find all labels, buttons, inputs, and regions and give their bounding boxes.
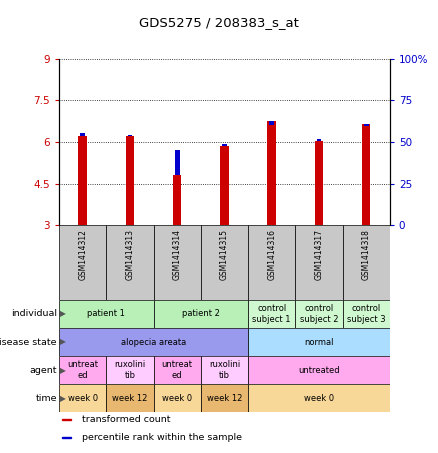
Text: ▶: ▶ [60,309,66,318]
Bar [106,384,154,412]
Bar [295,225,343,300]
Bar [154,356,201,384]
Text: ruxolini
tib: ruxolini tib [209,361,240,380]
Text: control
subject 3: control subject 3 [347,304,385,323]
Text: GSM1414315: GSM1414315 [220,229,229,280]
Text: GSM1414312: GSM1414312 [78,229,87,280]
Bar [362,124,371,225]
Bar [343,225,390,300]
Text: ▶: ▶ [60,394,66,403]
Bar [173,175,181,225]
Bar [248,300,295,328]
Text: transformed count: transformed count [82,415,171,424]
Bar [364,124,368,126]
Text: ruxolini
tib: ruxolini tib [114,361,145,380]
Bar [248,384,390,412]
Bar [315,140,323,225]
Text: ▶: ▶ [60,337,66,347]
Text: untreat
ed: untreat ed [67,361,98,380]
Bar [201,225,248,300]
Bar [343,300,390,328]
Bar [106,356,154,384]
Text: agent: agent [29,366,57,375]
Text: control
subject 2: control subject 2 [300,304,338,323]
Text: week 0: week 0 [162,394,192,403]
Text: untreated: untreated [298,366,340,375]
Text: GSM1414314: GSM1414314 [173,229,182,280]
Text: patient 1: patient 1 [88,309,125,318]
Bar [59,384,106,412]
Bar [220,146,229,225]
Bar [295,300,343,328]
Text: week 0: week 0 [68,394,98,403]
Bar [81,133,85,136]
Bar [175,150,180,175]
Text: normal: normal [304,337,334,347]
Bar [78,136,87,225]
Bar [269,121,274,125]
Bar [248,328,390,356]
Text: GDS5275 / 208383_s_at: GDS5275 / 208383_s_at [139,16,299,29]
Text: control
subject 1: control subject 1 [252,304,291,323]
Bar [127,135,132,136]
Text: week 0: week 0 [304,394,334,403]
Bar [63,437,71,438]
Text: week 12: week 12 [207,394,242,403]
Text: time: time [35,394,57,403]
Text: individual: individual [11,309,57,318]
Bar [201,384,248,412]
Text: untreat
ed: untreat ed [162,361,193,380]
Text: ▶: ▶ [60,366,66,375]
Text: patient 2: patient 2 [182,309,220,318]
Bar [154,384,201,412]
Text: alopecia areata: alopecia areata [121,337,186,347]
Text: GSM1414317: GSM1414317 [314,229,323,280]
Bar [59,328,248,356]
Bar [201,356,248,384]
Text: week 12: week 12 [112,394,148,403]
Bar [126,136,134,225]
Bar [154,225,201,300]
Bar [59,300,154,328]
Text: GSM1414318: GSM1414318 [362,229,371,280]
Text: GSM1414313: GSM1414313 [126,229,134,280]
Bar [248,356,390,384]
Bar [63,419,71,420]
Bar [154,300,248,328]
Text: GSM1414316: GSM1414316 [267,229,276,280]
Bar [106,225,154,300]
Bar [268,121,276,225]
Bar [59,356,106,384]
Text: disease state: disease state [0,337,57,347]
Bar [317,139,321,140]
Text: percentile rank within the sample: percentile rank within the sample [82,433,242,442]
Bar [59,225,106,300]
Bar [222,144,227,146]
Bar [248,225,295,300]
